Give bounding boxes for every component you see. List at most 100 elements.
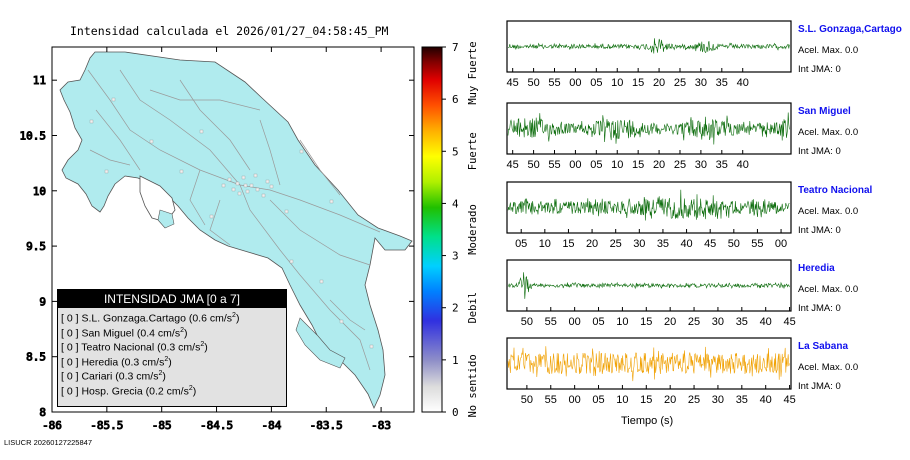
trace-time-tick-label: 00 — [569, 159, 581, 171]
legend-value: (0.3 cm/s — [121, 356, 165, 368]
legend-level: [ 0 ] — [61, 312, 79, 325]
legend-level: [ 0 ] — [61, 385, 79, 397]
trace-jma-intensity: Int JMA: 0 — [798, 146, 841, 157]
legend-level: [ 0 ] — [61, 341, 79, 354]
legend-unit-exponent: 2 — [158, 370, 163, 377]
trace-time-tick-label: 00 — [569, 77, 581, 89]
legend-close-paren: ) — [183, 327, 188, 339]
colorbar-tick-label: 6 — [452, 93, 459, 106]
legend-level: [ 0 ] — [61, 356, 79, 368]
trace-time-tick-label: 40 — [760, 394, 772, 406]
trace-time-tick-label: 10 — [616, 316, 628, 328]
legend-close-paren: ) — [235, 312, 240, 325]
trace-time-tick-label: 35 — [716, 159, 728, 171]
trace-time-tick-label: 10 — [539, 238, 551, 250]
trace-time-tick-label: 00 — [569, 394, 581, 406]
colorbar-category-label: Fuerte — [467, 132, 479, 170]
trace-panel-frame — [506, 102, 792, 155]
legend-row: [ 0 ] Heredia (0.3 cm/s2) — [61, 356, 172, 369]
trace-time-tick-label: 25 — [674, 77, 686, 89]
legend-close-paren: ) — [168, 356, 172, 368]
trace-time-tick-label: 45 — [783, 316, 795, 328]
trace-station-name: Heredia — [798, 263, 835, 274]
trace-time-tick-label: 00 — [569, 316, 581, 328]
trace-time-tick-label: 20 — [653, 77, 665, 89]
trace-time-tick-label: 25 — [674, 159, 686, 171]
map-x-tick-label: -85 — [152, 419, 172, 432]
legend-value: (0.3 cm/s — [115, 370, 159, 383]
map-x-tick-label: -86 — [42, 419, 62, 432]
legend-value: (0.6 cm/s — [188, 312, 233, 325]
trace-time-tick-label: 55 — [545, 316, 557, 328]
trace-station-name: La Sabana — [798, 341, 849, 352]
trace-max-accel: Acel. Max. 0.0 — [798, 284, 859, 295]
legend-row: [ 0 ] Teatro Nacional (0.3 cm/s2) — [61, 341, 208, 354]
legend-unit-exponent: 2 — [232, 312, 236, 319]
legend-value: (0.4 cm/s — [136, 327, 181, 339]
time-axis-label: Tiempo (s) — [621, 415, 674, 427]
map-x-tick-label: -83.5 — [310, 419, 343, 432]
trace-jma-intensity: Int JMA: 0 — [798, 225, 841, 236]
trace-time-tick-label: 45 — [507, 159, 519, 171]
trace-time-tick-label: 30 — [712, 316, 724, 328]
trace-time-tick-label: 15 — [640, 316, 652, 328]
colorbar-tick-label: 7 — [452, 41, 459, 54]
trace-time-tick-label: 15 — [632, 159, 644, 171]
waveform-trace — [507, 112, 790, 145]
legend-value: (0.2 cm/s — [145, 385, 189, 397]
legend-title: INTENSIDAD JMA [0 a 7] — [58, 290, 286, 308]
map-x-tick-label: -84.5 — [200, 419, 233, 432]
trace-time-tick-label: 55 — [751, 238, 763, 250]
trace-time-tick-label: 05 — [592, 394, 604, 406]
trace-time-tick-label: 25 — [688, 394, 700, 406]
trace-time-tick-label: 20 — [586, 238, 598, 250]
map-y-tick-label: 10.5 — [20, 129, 47, 142]
colorbar-tick-label: 5 — [452, 145, 459, 158]
map-y-tick-label: 10 — [33, 185, 46, 198]
trace-time-tick-label: 25 — [688, 316, 700, 328]
legend-unit-exponent: 2 — [188, 384, 193, 392]
trace-max-accel: Acel. Max. 0.0 — [798, 362, 859, 373]
map-x-tick-label: -83 — [371, 419, 391, 432]
footer-id: LISUCR 20260127225847 — [4, 438, 92, 447]
intensity-legend: INTENSIDAD JMA [0 a 7] [ 0 ] S.L. Gonzag… — [57, 289, 287, 407]
trace-station-name: S.L. Gonzaga,Cartago — [798, 24, 902, 35]
trace-time-tick-label: 05 — [590, 159, 602, 171]
trace-time-tick-label: 15 — [640, 394, 652, 406]
trace-jma-intensity: Int JMA: 0 — [798, 64, 841, 75]
legend-station: San Miguel — [81, 327, 134, 339]
trace-jma-intensity: Int JMA: 0 — [798, 303, 841, 314]
trace-station-name: Teatro Nacional — [798, 185, 873, 196]
trace-time-tick-label: 10 — [611, 77, 623, 89]
legend-station: Cariari — [81, 370, 113, 383]
map-y-tick-label: 11 — [33, 74, 46, 87]
legend-level: [ 0 ] — [61, 327, 79, 339]
map-x-tick-label: -85.5 — [90, 419, 123, 432]
trace-time-tick-label: 05 — [592, 316, 604, 328]
map-x-tick-label: -84 — [261, 419, 281, 432]
legend-station: Hosp. Grecia — [81, 385, 143, 397]
map-y-tick-label: 8 — [39, 406, 46, 419]
legend-row: [ 0 ] S.L. Gonzaga.Cartago (0.6 cm/s2) — [61, 312, 239, 325]
trace-time-tick-label: 45 — [704, 238, 716, 250]
trace-max-accel: Acel. Max. 0.0 — [798, 127, 859, 138]
waveform-trace — [507, 346, 790, 382]
map-y-tick-label: 8.5 — [26, 351, 46, 364]
trace-time-tick-label: 10 — [611, 159, 623, 171]
legend-station: Heredia — [81, 356, 119, 368]
waveform-trace — [507, 272, 790, 299]
trace-time-tick-label: 30 — [712, 394, 724, 406]
legend-row: [ 0 ] Cariari (0.3 cm/s2) — [61, 370, 166, 383]
trace-time-tick-label: 20 — [664, 316, 676, 328]
trace-time-tick-label: 40 — [737, 159, 749, 171]
colorbar-category-label: Moderado — [467, 204, 479, 255]
colorbar-category-label: No sentido — [467, 354, 479, 417]
legend-close-paren: ) — [192, 385, 197, 397]
trace-time-tick-label: 45 — [783, 394, 795, 406]
waveform-trace — [507, 189, 790, 221]
trace-time-tick-label: 40 — [760, 316, 772, 328]
legend-station: S.L. Gonzaga.Cartago — [81, 312, 186, 325]
trace-panel-frame — [506, 20, 792, 73]
trace-max-accel: Acel. Max. 0.0 — [798, 206, 859, 217]
